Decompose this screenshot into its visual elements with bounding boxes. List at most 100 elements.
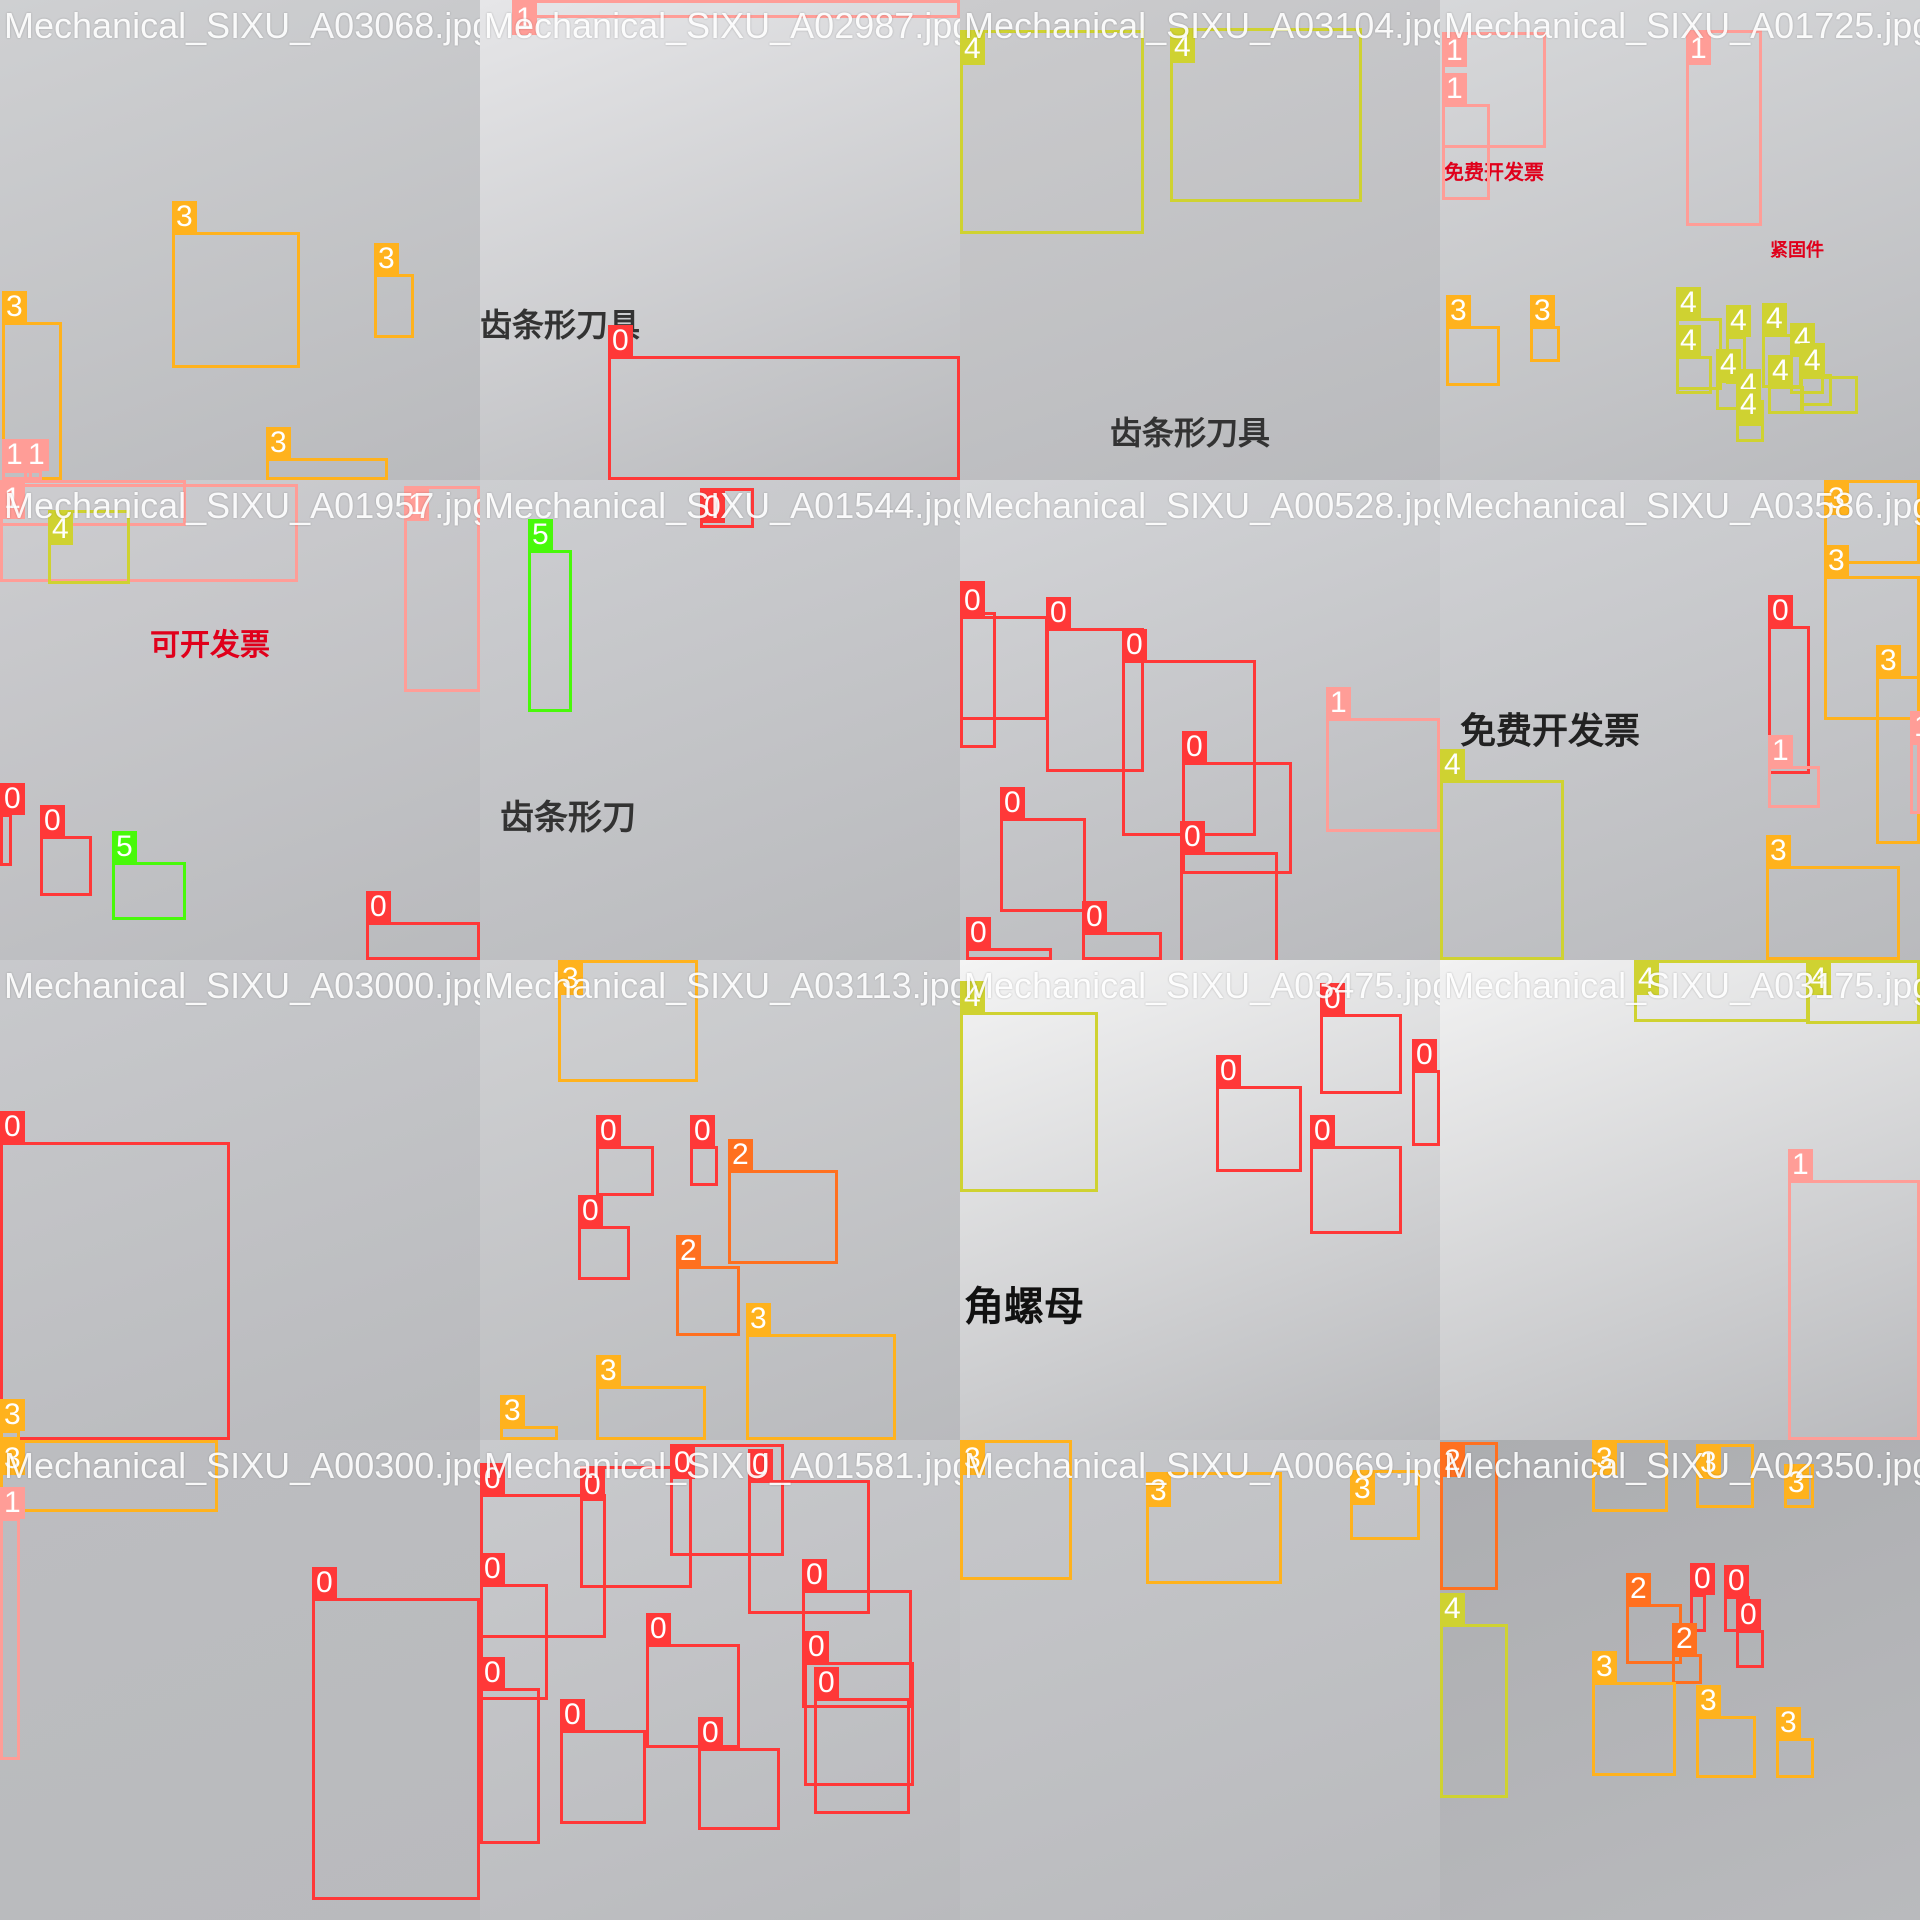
tile-filename-label: Mechanical_SIXU_A01581.jpg [484, 1445, 960, 1486]
bounding-box-class-0: 0 [960, 585, 1048, 720]
tile-filename-label: Mechanical_SIXU_A00669.jpg [964, 1445, 1440, 1486]
class-id-label: 0 [1724, 1565, 1749, 1597]
class-id-label: 0 [1320, 983, 1345, 1015]
bounding-box-class-0: 0 [1216, 1055, 1302, 1172]
class-id-label: 0 [1310, 1115, 1335, 1147]
bounding-box-class-0: 0 [748, 1449, 870, 1614]
class-id-label: 3 [1592, 1443, 1617, 1475]
class-id-label: 3 [1696, 1447, 1721, 1479]
class-id-label: 0 [580, 1469, 605, 1501]
bounding-box-class-0: 0 [480, 1657, 540, 1844]
class-id-label: 4 [1726, 305, 1751, 337]
bounding-box-class-0: 0 [670, 1444, 784, 1556]
mosaic-tile: Mechanical_SIXU_A02350.jpg 2 3 3 3 4 2 0 0 0 2 3 3 3 [1440, 1440, 1920, 1920]
product-caption-text: 免费开发票 [1460, 711, 1641, 752]
mosaic-tile: Mechanical_SIXU_A01957.jpg可开发票11410050 [0, 480, 480, 960]
bounding-box-class-1: 1 [0, 1487, 25, 1760]
bounding-box-class-1: 1 [1768, 735, 1820, 808]
bounding-box-class-0: 0 [366, 891, 480, 960]
bounding-box-class-1: 1 [512, 0, 960, 35]
bounding-box-class-1: 1 [2, 439, 32, 480]
mosaic-tile: Mechanical_SIXU_A03104.jpg 齿条形刀具 4 4 [960, 0, 1440, 480]
class-id-label: 0 [1180, 821, 1205, 853]
class-id-label: 1 [1442, 73, 1467, 105]
bounding-box-class-0: 0 [1690, 1563, 1715, 1632]
bounding-box-class-2: 2 [1440, 1442, 1498, 1590]
class-id-label: 3 [1696, 1685, 1721, 1717]
bounding-box-class-3: 3 [1784, 1464, 1814, 1508]
bounding-box-class-3: 3 [1446, 295, 1500, 386]
bounding-box-class-3: 3 [596, 1355, 706, 1440]
tile-filename-label: Mechanical_SIXU_A03000.jpg [4, 965, 480, 1006]
class-id-label: 4 [1762, 303, 1787, 335]
class-id-label: 0 [1736, 1599, 1761, 1631]
class-id-label: 3 [1446, 295, 1471, 327]
class-id-label: 1 [1326, 687, 1351, 719]
mosaic-tile: Mechanical_SIXU_A02987.jpg 齿条形刀具 1 0 [480, 0, 960, 480]
bounding-box-class-5: 5 [528, 519, 572, 712]
class-id-label: 3 [1824, 545, 1849, 577]
class-id-label: 0 [1768, 595, 1793, 627]
class-id-label: 3 [1530, 295, 1555, 327]
class-id-label: 3 [1146, 1475, 1171, 1507]
bounding-box-class-0: 0 [1310, 1115, 1402, 1234]
class-id-label: 0 [966, 917, 991, 949]
class-id-label: 0 [366, 891, 391, 923]
class-id-label: 0 [1046, 597, 1071, 629]
mosaic-tile: Mechanical_SIXU_A01581.jpg 0 0 0 0 0 0 0 0 0 0 0 0 [480, 1440, 960, 1920]
bounding-box-class-1: 1 [1442, 73, 1490, 200]
bounding-box-class-4: 4 [960, 981, 1098, 1192]
class-id-label: 4 [1768, 355, 1793, 387]
bounding-box-class-0: 0 [1122, 629, 1256, 836]
bounding-box-class-3: 3 [1350, 1470, 1420, 1540]
class-id-label: 3 [1350, 1473, 1375, 1505]
class-id-label: 0 [0, 783, 25, 815]
bounding-box-class-0: 0 [646, 1613, 740, 1748]
class-id-label: 1 [0, 483, 25, 515]
bounding-box-class-0: 0 [1082, 901, 1162, 960]
class-id-label: 1 [1442, 35, 1467, 67]
bounding-box-class-4: 4 [1768, 355, 1804, 414]
class-id-label: 3 [960, 1443, 985, 1475]
mosaic-tile: Mechanical_SIXU_A01725.jpg 免费开发票 紧固件 1 1 1 3 3 4… [1440, 0, 1920, 480]
class-id-label: 4 [1440, 749, 1465, 781]
bounding-box-class-0: 0 [596, 1115, 654, 1196]
mosaic-tile: Mechanical_SIXU_A03175.jpg 4 4 1 [1440, 960, 1920, 1440]
bounding-box-class-0: 0 [1000, 787, 1086, 912]
bounding-box-class-5: 5 [112, 831, 186, 920]
class-id-label: 0 [1412, 1039, 1437, 1071]
bounding-box-class-0: 0 [480, 1553, 548, 1700]
class-id-label: 3 [746, 1303, 771, 1335]
class-id-label: 4 [1806, 963, 1831, 995]
class-id-label: 4 [1676, 287, 1701, 319]
class-id-label: 2 [676, 1235, 701, 1267]
tile-filename-label: Mechanical_SIXU_A00528.jpg [964, 485, 1440, 526]
class-id-label: 0 [596, 1115, 621, 1147]
bounding-box-class-0: 0 [40, 805, 92, 896]
bounding-box-class-3: 3 [1592, 1440, 1668, 1512]
tile-filename-label: Mechanical_SIXU_A03175.jpg [1444, 965, 1920, 1006]
product-caption-text: 可开发票 [150, 628, 270, 663]
bounding-box-class-3: 3 [1824, 480, 1920, 564]
bounding-box-class-0: 0 [966, 917, 1052, 960]
product-caption-text: 齿条形刀 [500, 798, 636, 838]
bounding-box-class-4: 4 [1440, 1593, 1508, 1798]
bounding-box-class-4: 4 [960, 30, 1144, 234]
class-id-label: 4 [1440, 1593, 1465, 1625]
class-id-label: 3 [558, 963, 583, 995]
bounding-box-class-3: 3 [746, 1303, 896, 1440]
bounding-box-class-4: 4 [1440, 749, 1564, 960]
bounding-box-class-0: 0 [1768, 595, 1810, 774]
bounding-box-class-0: 0 [1180, 821, 1278, 960]
class-id-label: 2 [1626, 1573, 1651, 1605]
class-id-label: 1 [1788, 1149, 1813, 1181]
class-id-label: 0 [748, 1449, 773, 1481]
bounding-box-class-3: 3 [1776, 1707, 1814, 1778]
bounding-box-class-1: 1 [24, 439, 49, 480]
class-id-label: 0 [1690, 1563, 1715, 1595]
product-caption-text: 免费开发票 [1444, 160, 1544, 184]
bounding-box-class-2: 2 [676, 1235, 740, 1336]
mosaic-tile: Mechanical_SIXU_A00528.jpg0000000100 [960, 480, 1440, 960]
class-id-label: 4 [1634, 963, 1659, 995]
